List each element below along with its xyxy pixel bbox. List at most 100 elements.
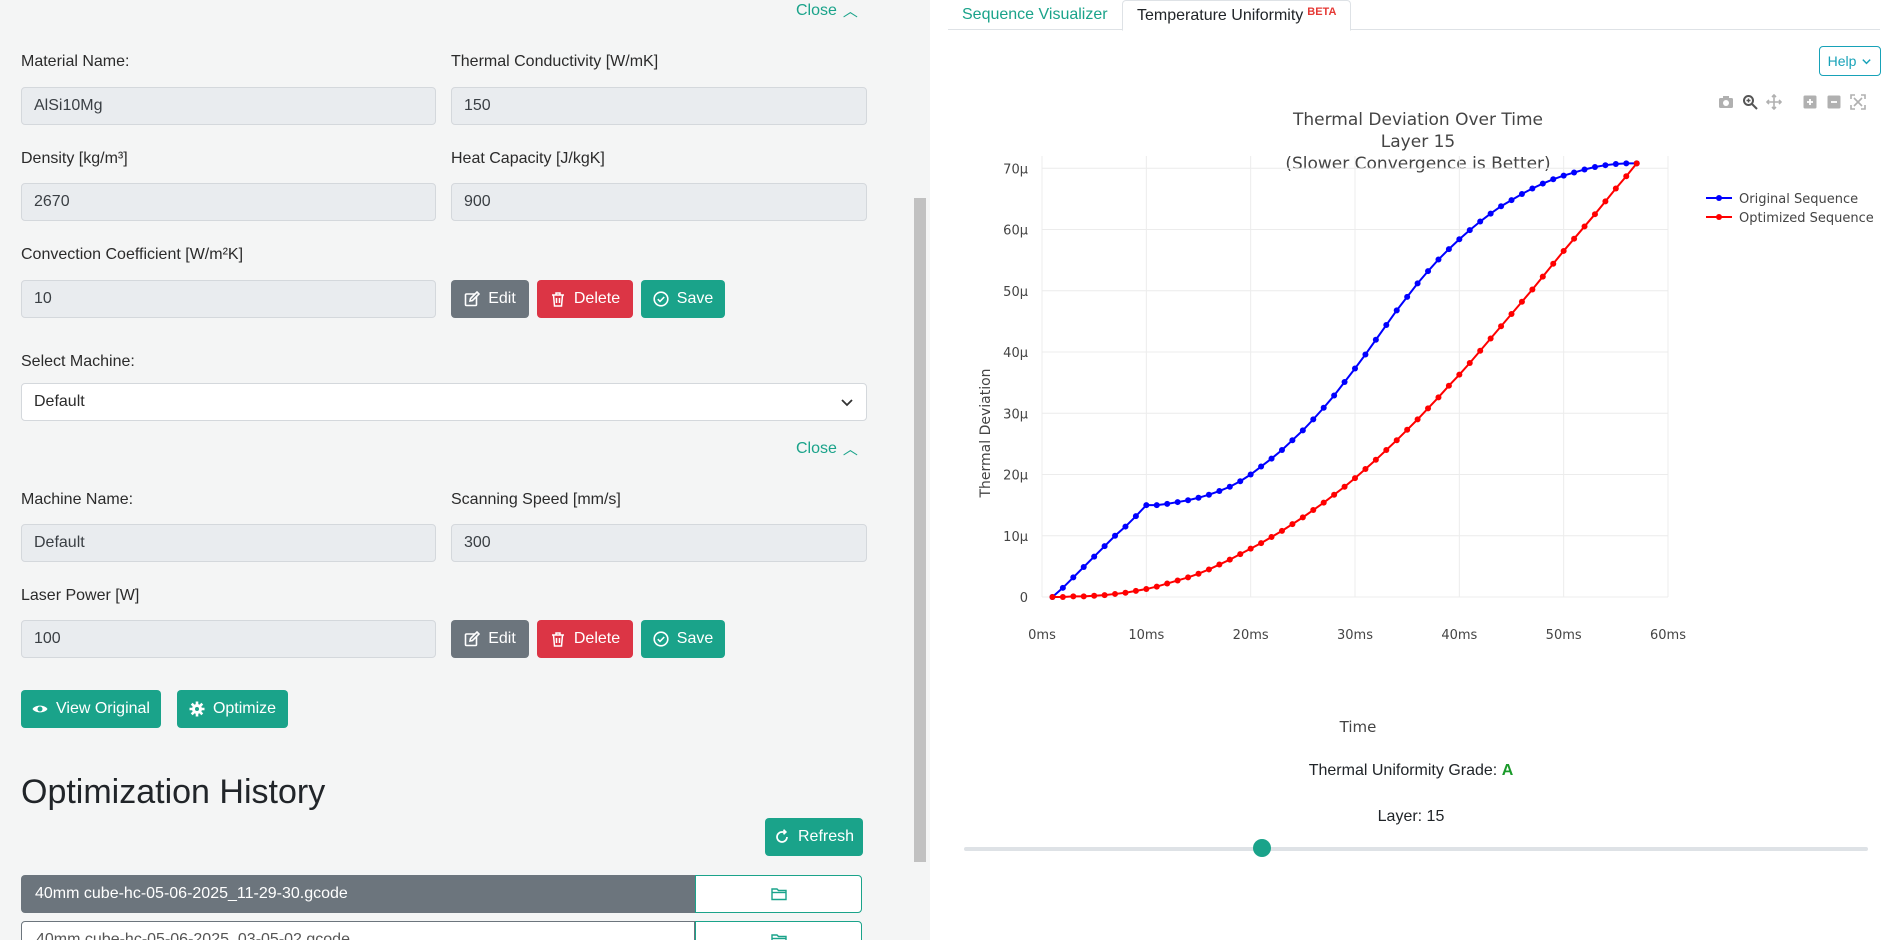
refresh-button[interactable]: Refresh: [765, 818, 863, 856]
legend-entry[interactable]: Original Sequence: [1739, 192, 1858, 207]
trash-icon: [551, 292, 564, 307]
machine-select[interactable]: Default: [21, 383, 867, 421]
optimize-button[interactable]: Optimize: [177, 690, 288, 728]
data-point: [1216, 488, 1223, 495]
chevron-down-icon: [841, 399, 853, 407]
data-point: [1393, 307, 1400, 314]
chart-modebar: [1718, 94, 1866, 110]
data-point: [1612, 160, 1619, 167]
data-point: [1602, 198, 1609, 205]
data-point: [1059, 594, 1066, 600]
layer-slider-thumb[interactable]: [1253, 839, 1272, 857]
data-point: [1185, 497, 1192, 504]
data-point: [1550, 260, 1557, 267]
material-save-button[interactable]: Save: [641, 280, 725, 318]
data-point: [1487, 335, 1494, 342]
close-label: Close: [796, 1, 837, 19]
data-point: [1216, 561, 1223, 568]
data-point: [1226, 483, 1233, 490]
data-point: [1289, 521, 1296, 528]
machine-save-button[interactable]: Save: [641, 620, 725, 658]
machine-close-link[interactable]: Close ︿: [796, 438, 858, 459]
data-point: [1518, 298, 1525, 305]
data-point: [1612, 185, 1619, 192]
data-point: [1153, 502, 1160, 509]
eye-icon: [32, 705, 48, 713]
data-point: [1164, 500, 1171, 507]
data-point: [1331, 491, 1338, 498]
pan-icon[interactable]: [1766, 94, 1782, 110]
data-point: [1341, 483, 1348, 490]
data-point: [1122, 589, 1129, 596]
visualizer-panel: Sequence Visualizer Temperature Uniformi…: [930, 0, 1892, 940]
x-tick-label: 40ms: [1441, 628, 1477, 643]
data-point: [1091, 553, 1098, 560]
y-tick-label: 60µ: [1003, 224, 1028, 239]
machine-name-field[interactable]: Default: [21, 524, 436, 562]
data-point: [1508, 311, 1515, 318]
heat-capacity-field[interactable]: 900: [451, 183, 867, 221]
y-tick-label: 40µ: [1003, 346, 1028, 361]
data-point: [1435, 256, 1442, 263]
data-point: [1550, 176, 1557, 183]
data-point: [1539, 273, 1546, 280]
data-point: [1331, 392, 1338, 399]
x-tick-label: 30ms: [1337, 628, 1373, 643]
data-point: [1352, 475, 1358, 482]
zoom-out-icon[interactable]: [1826, 94, 1842, 110]
density-field[interactable]: 2670: [21, 183, 436, 221]
scanning-speed-field[interactable]: 300: [451, 524, 867, 562]
folder-icon: [770, 934, 787, 940]
history-filename[interactable]: 40mm cube-hc-05-06-2025_03-05-02.gcode: [21, 921, 695, 940]
data-point: [1498, 323, 1505, 330]
material-close-link[interactable]: Close ︿: [796, 0, 858, 21]
data-point: [1372, 336, 1379, 343]
history-row[interactable]: 40mm cube-hc-05-06-2025_11-29-30.gcode: [21, 875, 862, 913]
legend-entry[interactable]: Optimized Sequence: [1739, 211, 1874, 226]
history-filename[interactable]: 40mm cube-hc-05-06-2025_11-29-30.gcode: [21, 875, 695, 913]
data-point: [1571, 169, 1578, 176]
grade-value: A: [1501, 762, 1514, 779]
view-original-button[interactable]: View Original: [21, 690, 161, 728]
edit-label: Edit: [488, 630, 516, 647]
material-delete-button[interactable]: Delete: [537, 280, 633, 318]
data-point: [1623, 173, 1630, 180]
autoscale-icon[interactable]: [1850, 94, 1866, 110]
chevron-up-icon: ︿: [842, 441, 858, 458]
data-point: [1153, 583, 1160, 590]
machine-edit-button[interactable]: Edit: [451, 620, 529, 658]
data-point: [1268, 533, 1275, 540]
data-point: [1487, 210, 1494, 217]
layer-slider-track[interactable]: [964, 847, 1868, 851]
material-name-label: Material Name:: [21, 53, 130, 70]
data-point: [1581, 166, 1588, 173]
conductivity-label: Thermal Conductivity [W/mK]: [451, 53, 659, 70]
data-point: [1560, 172, 1567, 179]
data-point: [1268, 455, 1275, 462]
scrollbar-thumb[interactable]: [914, 198, 926, 862]
conductivity-field[interactable]: 150: [451, 87, 867, 125]
y-tick-label: 20µ: [1003, 469, 1028, 484]
save-label: Save: [676, 630, 714, 647]
zoom-icon[interactable]: [1742, 94, 1758, 110]
data-point: [1122, 523, 1129, 530]
zoom-in-icon[interactable]: [1802, 94, 1818, 110]
material-edit-button[interactable]: Edit: [451, 280, 529, 318]
data-point: [1591, 164, 1598, 171]
edit-icon: [464, 631, 481, 647]
material-name-field[interactable]: AlSi10Mg: [21, 87, 436, 125]
history-row[interactable]: 40mm cube-hc-05-06-2025_03-05-02.gcode: [21, 921, 862, 940]
camera-icon[interactable]: [1718, 94, 1734, 110]
data-point: [1508, 197, 1515, 204]
data-point: [1623, 160, 1630, 167]
select-machine-label: Select Machine:: [21, 353, 135, 370]
laser-power-field[interactable]: 100: [21, 620, 436, 658]
x-tick-label: 10ms: [1128, 628, 1164, 643]
convection-field[interactable]: 10: [21, 280, 436, 318]
tab-temperature-uniformity[interactable]: Temperature Uniformity BETA: [1122, 0, 1352, 31]
open-folder-button[interactable]: [695, 875, 862, 913]
tab-sequence-visualizer[interactable]: Sequence Visualizer: [948, 0, 1122, 30]
machine-delete-button[interactable]: Delete: [537, 620, 633, 658]
help-button[interactable]: Help: [1819, 46, 1881, 76]
open-folder-button[interactable]: [695, 921, 862, 940]
